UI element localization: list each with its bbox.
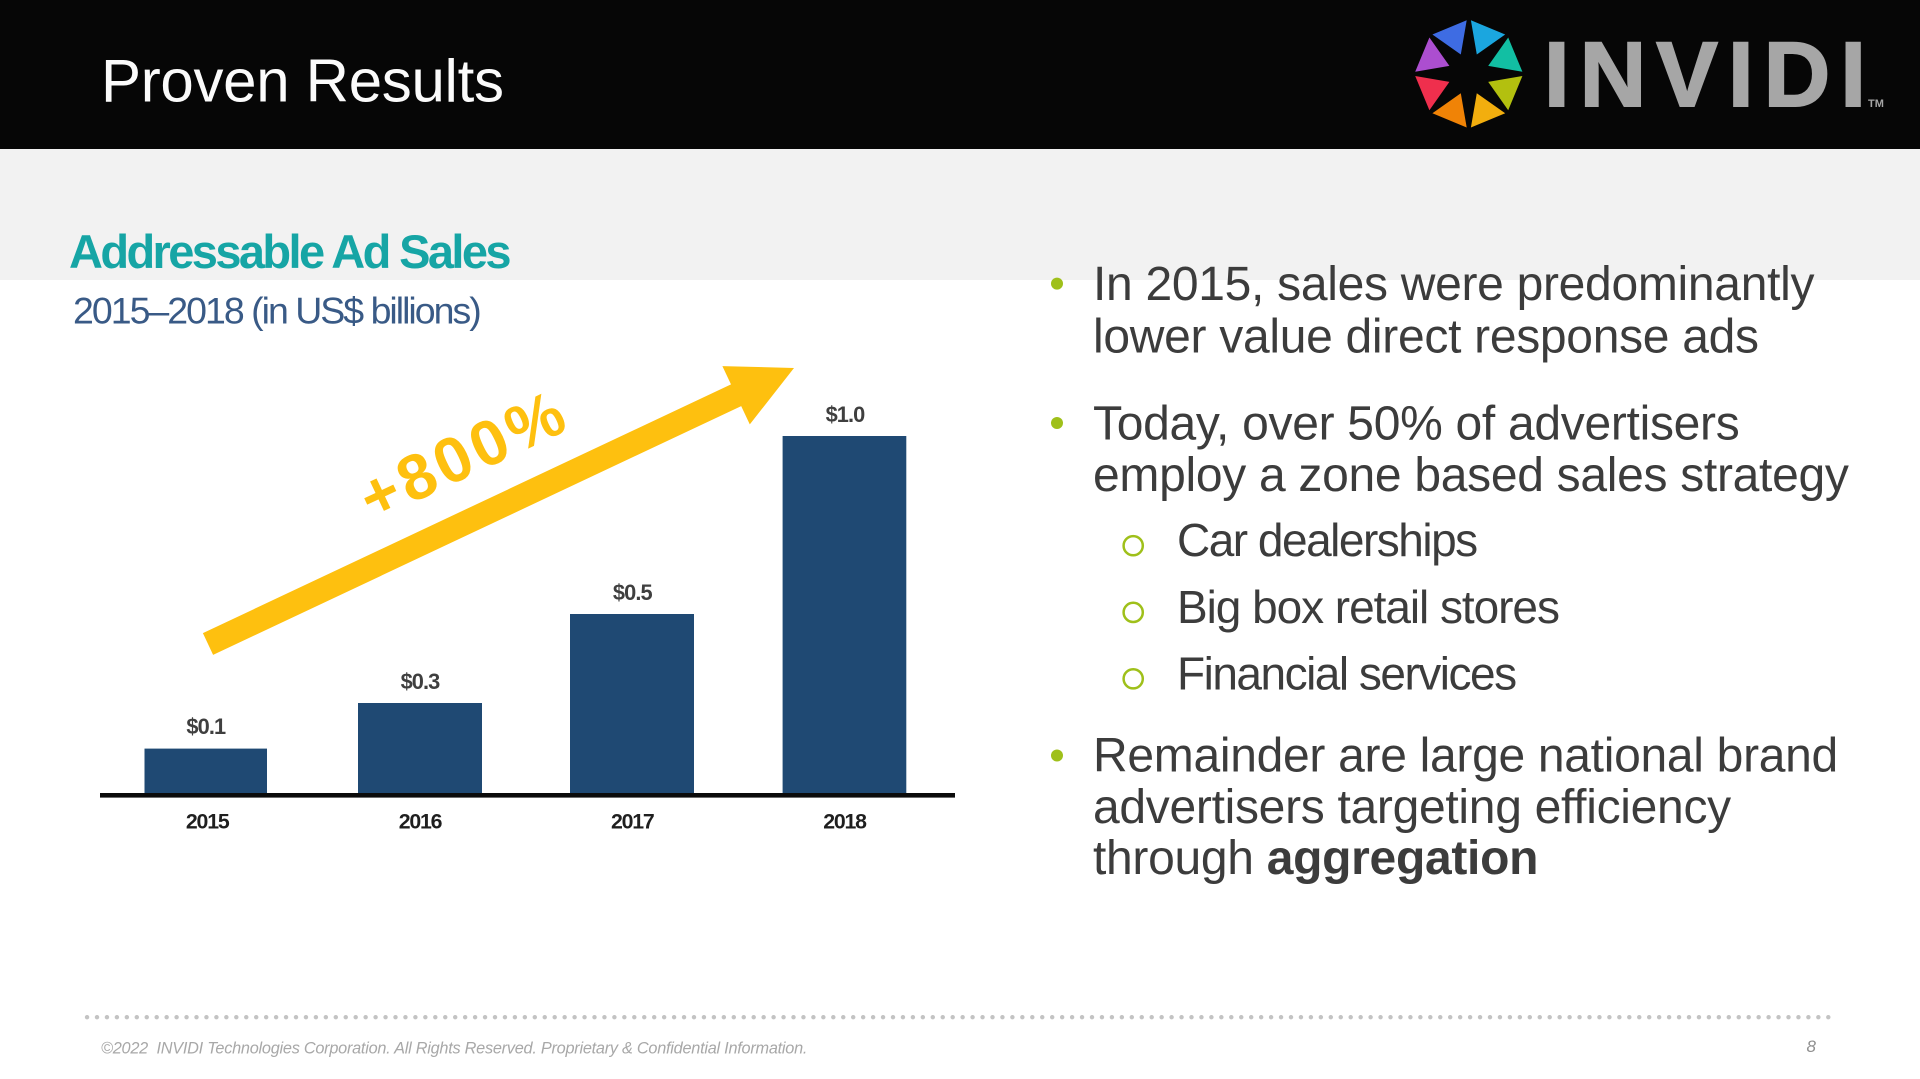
- svg-text:©2022 INVIDI Technologies Cor: ©2022 INVIDI Technologies Corporation. A…: [101, 1039, 807, 1057]
- svg-text:through aggregation: through aggregation: [1093, 832, 1538, 885]
- svg-text:Proven Results: Proven Results: [101, 48, 504, 115]
- svg-text:Big box retail stores: Big box retail stores: [1177, 581, 1559, 633]
- svg-text:Today, over 50% of advertisers: Today, over 50% of advertisers: [1093, 398, 1739, 451]
- svg-text:lower value direct response ad: lower value direct response ads: [1093, 311, 1759, 364]
- svg-text:2015–2018 (in US$ billions): 2015–2018 (in US$ billions): [73, 290, 480, 332]
- svg-text:2016: 2016: [399, 810, 443, 834]
- svg-text:advertisers targeting efficien: advertisers targeting efficiency: [1093, 781, 1731, 834]
- svg-text:$1.0: $1.0: [826, 402, 866, 427]
- svg-text:Car dealerships: Car dealerships: [1177, 514, 1477, 566]
- svg-text:employ a zone based sales stra: employ a zone based sales strategy: [1093, 449, 1849, 502]
- svg-text:$0.5: $0.5: [613, 580, 653, 605]
- svg-text:Remainder are large national b: Remainder are large national brand: [1093, 730, 1838, 783]
- svg-text:2015: 2015: [186, 810, 230, 834]
- svg-text:INVIDI: INVIDI: [1544, 24, 1876, 126]
- svg-text:Financial services: Financial services: [1177, 648, 1516, 700]
- svg-text:2017: 2017: [611, 810, 654, 834]
- svg-text:Addressable Ad Sales: Addressable Ad Sales: [69, 225, 510, 278]
- svg-text:In 2015, sales were predominan: In 2015, sales were predominantly: [1093, 258, 1814, 311]
- svg-text:2018: 2018: [823, 810, 867, 834]
- svg-text:8: 8: [1807, 1037, 1817, 1056]
- svg-text:$0.3: $0.3: [401, 669, 441, 694]
- svg-text:$0.1: $0.1: [186, 714, 226, 739]
- svg-text:TM: TM: [1868, 98, 1884, 110]
